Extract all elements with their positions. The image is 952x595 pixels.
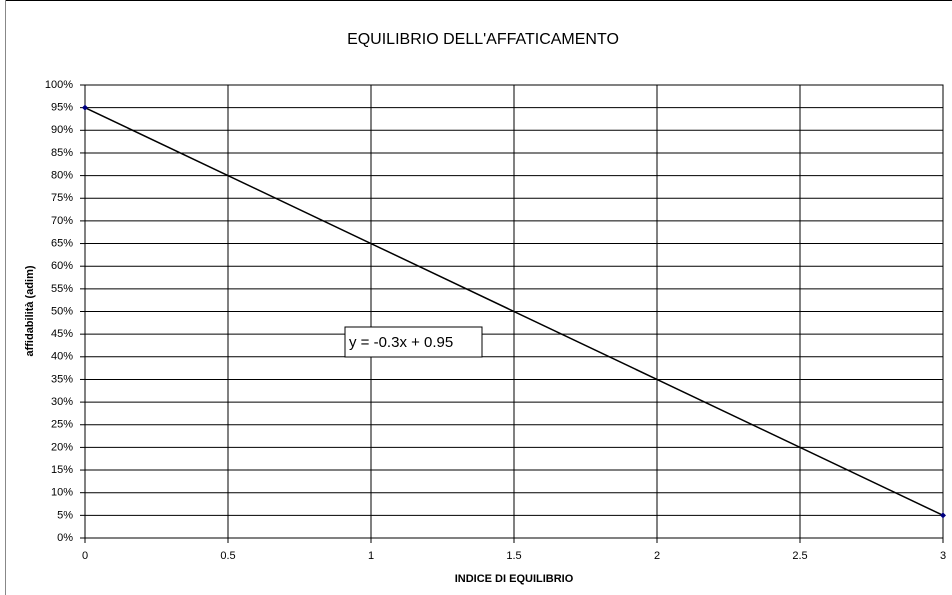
y-tick-label: 80% — [51, 170, 73, 182]
y-tick-label: 5% — [57, 509, 73, 521]
y-tick-label: 95% — [51, 102, 73, 114]
y-tick-label: 100% — [45, 79, 73, 91]
chart-title: EQUILIBRIO DELL'AFFATICAMENTO — [347, 31, 619, 48]
y-tick-label: 55% — [51, 283, 73, 295]
annotation-box — [344, 326, 483, 358]
y-tick-label: 40% — [51, 351, 73, 363]
y-tick-label: 0% — [57, 532, 73, 544]
y-tick-label: 30% — [51, 396, 73, 408]
y-axis-label: affidabilità (adim) — [24, 265, 36, 356]
y-tick-label: 65% — [51, 237, 73, 249]
y-tick-label: 85% — [51, 147, 73, 159]
y-tick-label: 90% — [51, 124, 73, 136]
x-tick-label: 3 — [940, 550, 946, 562]
data-point — [940, 512, 946, 519]
x-tick-label: 1.5 — [506, 550, 521, 562]
y-tick-label: 75% — [51, 192, 73, 204]
x-tick-label: 2 — [654, 550, 660, 562]
y-tick-label: 45% — [51, 328, 73, 340]
y-tick-label: 20% — [51, 441, 73, 453]
x-tick-label: 1 — [368, 550, 374, 562]
annotation: y = -0.3x + 0.95 — [349, 334, 453, 351]
y-tick-label: 35% — [51, 373, 73, 385]
y-tick-label: 25% — [51, 419, 73, 431]
y-tick-label: 15% — [51, 464, 73, 476]
x-axis-label: INDICE DI EQUILIBRIO — [455, 573, 574, 585]
data-line — [84, 106, 944, 517]
y-tick-label: 50% — [51, 305, 73, 317]
x-tick-label: 0 — [82, 550, 88, 562]
data-point — [82, 104, 88, 111]
x-tick-label: 2.5 — [792, 550, 807, 562]
x-tick-label: 0.5 — [220, 550, 235, 562]
y-tick-label: 60% — [51, 260, 73, 272]
y-tick-label: 10% — [51, 487, 73, 499]
y-tick-label: 70% — [51, 215, 73, 227]
